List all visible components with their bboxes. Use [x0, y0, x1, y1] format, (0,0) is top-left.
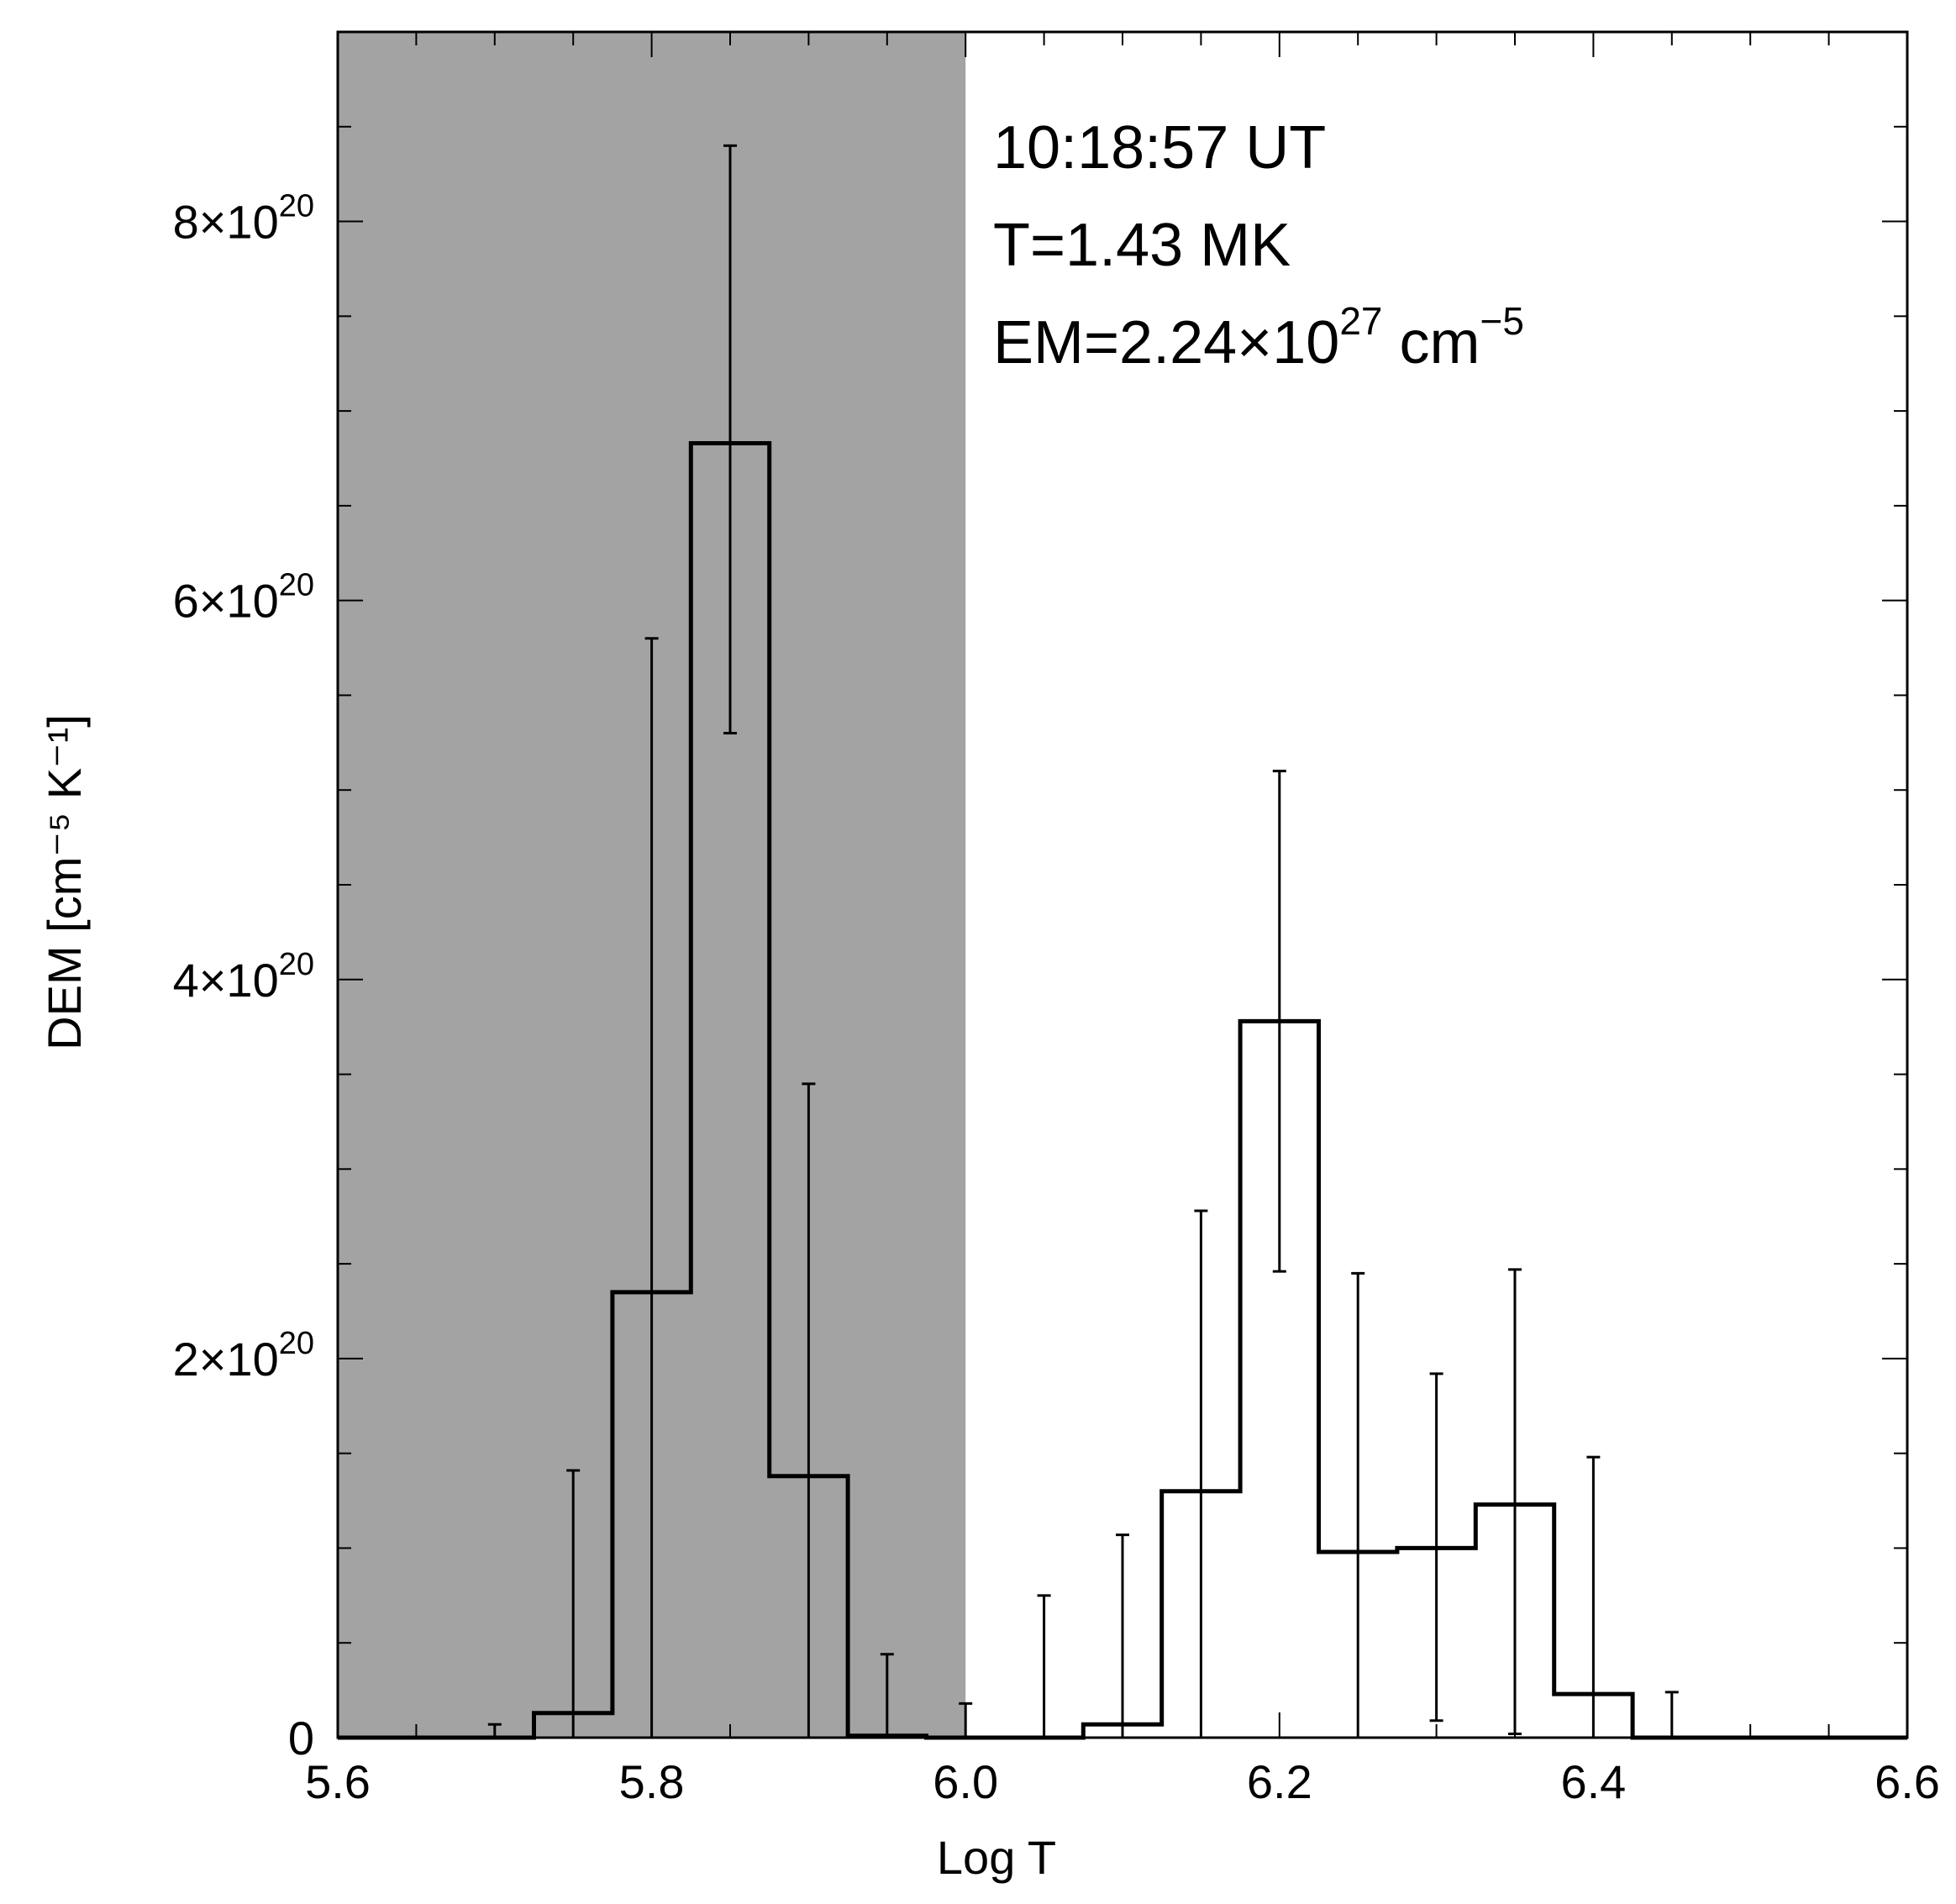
y-tick-label-base: 0	[288, 1712, 314, 1765]
y-tick-label: 4×1020	[173, 947, 314, 1007]
y-axis-label: DEM [cm⁻⁵ K⁻¹]	[38, 714, 91, 1050]
plot-frame	[336, 30, 1909, 1739]
x-tick-labels: 5.6 5.8 6.0 6.2 6.4 6.6	[305, 1755, 1940, 1808]
x-tick-label: 5.8	[619, 1755, 685, 1808]
y-tick-label-exponent: 20	[279, 189, 314, 224]
x-tick-label: 6.6	[1874, 1755, 1940, 1808]
y-tick-label: 0	[288, 1712, 314, 1765]
error-bars	[487, 144, 1679, 1738]
em-unit-exponent: −5	[1480, 299, 1523, 343]
x-tick-label: 6.2	[1247, 1755, 1312, 1808]
annotation-time: 10:18:57 UT	[993, 114, 1326, 181]
y-tick-label: 2×1020	[173, 1326, 314, 1386]
em-unit: cm	[1382, 309, 1480, 376]
y-tick-label: 6×1020	[173, 568, 314, 628]
y-tick-label-exponent: 20	[279, 1326, 314, 1361]
em-exponent: 27	[1339, 299, 1382, 343]
x-tick-label: 6.4	[1560, 1755, 1626, 1808]
x-axis-label: Log T	[937, 1831, 1056, 1884]
y-tick-label-base: 8×10	[173, 196, 279, 249]
em-base: EM=2.24×10	[993, 309, 1339, 376]
y-tick-label-base: 4×10	[173, 954, 279, 1007]
annotation-emission-measure: EM=2.24×1027 cm−5	[993, 299, 1524, 376]
annotation-temperature: T=1.43 MK	[993, 212, 1291, 279]
y-tick-label-base: 2×10	[173, 1333, 279, 1386]
y-tick-label-base: 6×10	[173, 575, 279, 628]
x-tick-label: 5.6	[305, 1755, 371, 1808]
y-tick-label-exponent: 20	[279, 947, 314, 982]
y-tick-label-exponent: 20	[279, 568, 314, 603]
y-tick-label: 8×1020	[173, 189, 314, 249]
x-tick-label: 6.0	[933, 1755, 998, 1808]
